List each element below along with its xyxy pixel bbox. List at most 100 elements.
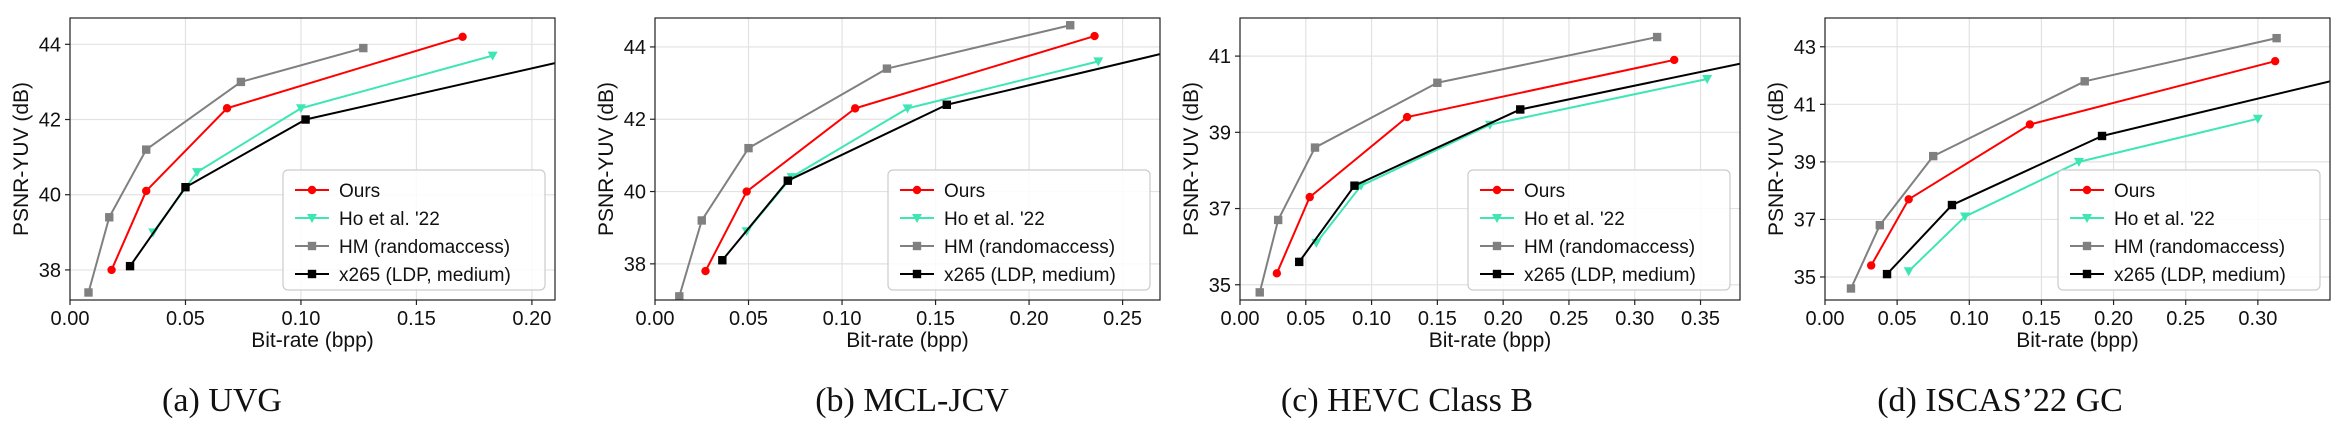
data-point	[850, 104, 860, 113]
legend-label: Ho et al. '22	[339, 209, 440, 230]
data-point	[2252, 114, 2263, 124]
x-tick-label: 0.15	[2022, 308, 2061, 330]
data-point	[742, 187, 751, 196]
x-tick-label: 0.05	[166, 308, 205, 330]
y-tick-label: 39	[1794, 152, 1816, 174]
legend-swatch-marker	[1492, 241, 1502, 251]
x-tick-label: 0.25	[1549, 308, 1588, 330]
legend-label: x265 (LDP, medium)	[1524, 265, 1696, 286]
legend-label: Ours	[339, 181, 380, 202]
data-point	[744, 143, 753, 153]
x-tick-label: 0.10	[1950, 308, 1989, 330]
legend-label: HM (randomaccess)	[339, 237, 510, 258]
legend-label: Ours	[944, 181, 985, 202]
legend-label: x265 (LDP, medium)	[2114, 265, 2286, 286]
x-tick-label: 0.10	[823, 308, 862, 330]
data-point	[902, 104, 913, 114]
x-tick-label: 0.20	[512, 308, 551, 330]
data-point	[1295, 257, 1304, 267]
y-axis-label: PSNR-YUV (dB)	[10, 82, 33, 236]
y-tick-label: 37	[1209, 199, 1231, 221]
data-point	[942, 100, 951, 109]
legend-label: x265 (LDP, medium)	[944, 265, 1116, 286]
legend-label: HM (randomaccess)	[2114, 237, 2285, 258]
data-point	[2025, 120, 2035, 129]
legend-swatch-marker	[2082, 269, 2092, 279]
data-point	[882, 64, 892, 73]
x-axis-label: Bit-rate (bpp)	[251, 329, 374, 352]
y-tick-label: 38	[624, 254, 646, 276]
data-point	[718, 256, 727, 265]
data-point	[675, 292, 684, 300]
subfigure-caption: (a) UVG	[162, 382, 282, 419]
plot-frame	[654, 17, 1161, 301]
legend: Ours Ho et al. '22 HM (randomaccess) x265 (…	[2057, 169, 2321, 291]
legend: Ours Ho et al. '22 HM (randomaccess) x265 (…	[282, 169, 546, 291]
x-tick-label: 0.10	[281, 308, 320, 330]
y-tick-label: 37	[1794, 209, 1816, 231]
x-axis-label: Bit-rate (bpp)	[846, 329, 969, 352]
data-point	[1272, 269, 1282, 278]
legend-swatch-marker	[1492, 185, 1502, 195]
data-point	[107, 265, 116, 275]
data-point	[1959, 212, 1970, 222]
legend-label: Ours	[2114, 181, 2155, 202]
subfigure-caption: (b) MCL-JCV	[815, 382, 1009, 419]
legend-box	[282, 169, 546, 291]
data-point	[1947, 200, 1957, 210]
data-point	[301, 115, 310, 124]
y-tick-label: 35	[1794, 267, 1816, 289]
chart-panel-3: 0.00 0.05 0.10 0.15 0.20 0.25 0.30 0.35 35 37 39 41…	[1180, 17, 1741, 419]
data-point	[487, 51, 498, 61]
legend-swatch-marker	[912, 185, 922, 195]
data-point	[701, 266, 710, 276]
legend-box	[2057, 169, 2321, 291]
y-axis-label: PSNR-YUV (dB)	[595, 82, 618, 236]
data-point	[2097, 131, 2107, 141]
x-tick-label: 0.30	[1615, 308, 1654, 330]
legend-label: Ours	[1524, 181, 1565, 202]
data-point	[1846, 284, 1856, 293]
series-4	[1882, 80, 2330, 279]
x-axis-label: Bit-rate (bpp)	[2016, 329, 2139, 352]
x-tick-label: 0.30	[2238, 308, 2277, 330]
y-tick-label: 44	[39, 34, 61, 56]
chart-panel-4: 0.00 0.05 0.10 0.15 0.20 0.25 0.30 35 37 39 41 43 Bi…	[1765, 17, 2331, 419]
data-point	[1305, 192, 1314, 202]
series-4	[718, 53, 1160, 265]
legend-swatch-marker	[1492, 269, 1502, 279]
data-point	[1875, 220, 1885, 230]
y-tick-label: 42	[624, 109, 646, 131]
data-point	[295, 104, 306, 114]
data-point	[1350, 181, 1359, 190]
series-4	[125, 62, 555, 271]
legend-swatch-marker	[307, 241, 317, 251]
x-tick-label: 0.25	[2166, 308, 2205, 330]
legend-swatch-marker	[307, 269, 317, 279]
x-tick-label: 0.10	[1352, 308, 1391, 330]
legend-box	[1467, 169, 1731, 291]
series-3	[1255, 32, 1662, 297]
data-point	[1702, 74, 1713, 84]
series-1	[1866, 56, 2280, 270]
x-tick-label: 0.15	[1418, 308, 1457, 330]
data-point	[1090, 31, 1099, 41]
data-point	[1310, 143, 1320, 152]
y-axis-label: PSNR-YUV (dB)	[1180, 82, 1203, 236]
series-line	[721, 53, 1160, 261]
data-point	[2080, 77, 2089, 86]
series-1	[107, 32, 467, 275]
data-point	[783, 176, 792, 185]
series-line	[704, 35, 1095, 272]
series-3	[84, 43, 368, 297]
data-point	[192, 168, 203, 178]
data-point	[142, 145, 151, 154]
legend: Ours Ho et al. '22 HM (randomaccess) x265 (…	[887, 169, 1151, 291]
data-point	[1882, 269, 1892, 279]
legend-box	[887, 169, 1151, 291]
legend-label: HM (randomaccess)	[1524, 237, 1695, 258]
legend-label: Ho et al. '22	[944, 209, 1045, 230]
data-point	[2272, 33, 2281, 43]
data-point	[222, 104, 232, 113]
data-point	[1652, 32, 1662, 42]
